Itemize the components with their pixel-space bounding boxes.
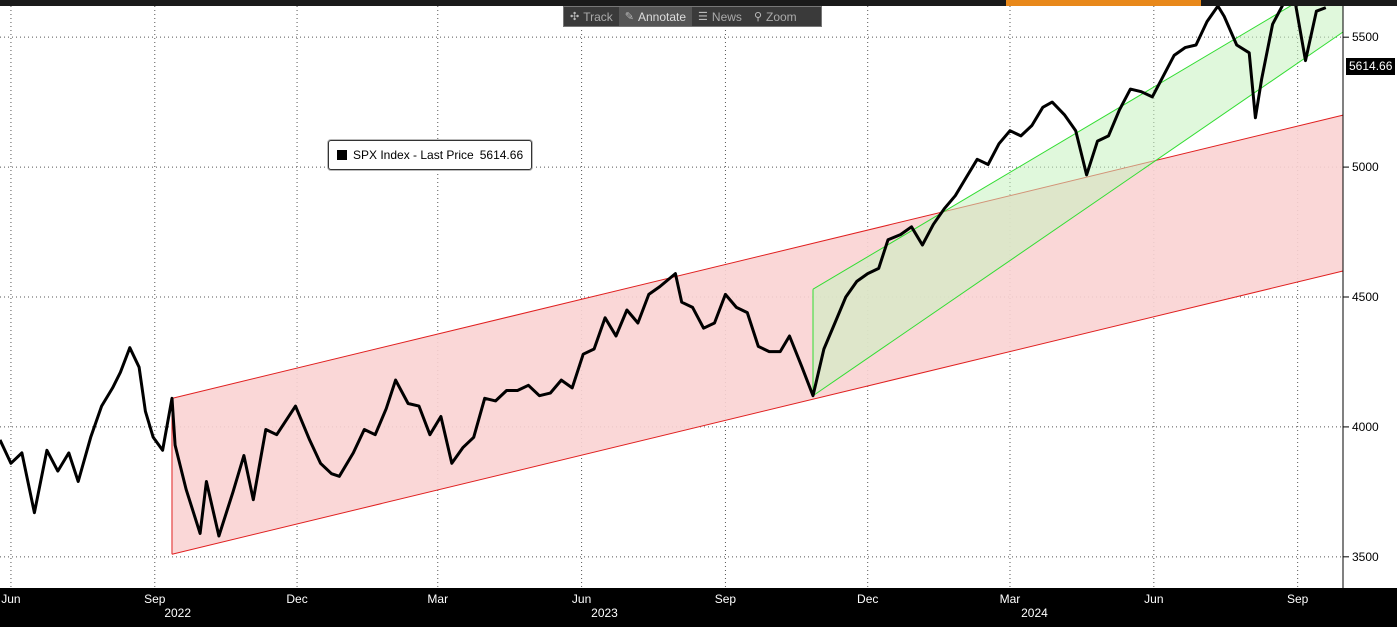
annotate-label: Annotate (638, 9, 687, 24)
chart-legend[interactable]: SPX Index - Last Price 5614.66 (328, 140, 533, 170)
zoom-label: Zoom (766, 9, 797, 24)
y-tick-label: 3500 (1352, 550, 1379, 564)
x-tick-label: Mar (427, 592, 448, 606)
spx-price-line (0, 0, 1326, 536)
chart-tool-menu: ✣ Track ✎ Annotate ☰ News ⚲ Zoom (563, 6, 822, 27)
x-tick-label: Mar (1000, 592, 1021, 606)
x-tick-label: Sep (144, 592, 166, 606)
news-label: News (711, 9, 742, 24)
x-tick-label: Jun (572, 592, 591, 606)
x-tick-label: Jun (1144, 592, 1163, 606)
x-tick-label: Dec (857, 592, 878, 606)
x-year-label: 2023 (591, 606, 618, 620)
y-tick-label: 5500 (1352, 30, 1379, 44)
x-tick-label: Sep (1287, 592, 1309, 606)
legend-value: 5614.66 (479, 148, 524, 162)
green-channel-lower-line (812, 31, 1344, 397)
x-year-label: 2022 (164, 606, 191, 620)
track-label: Track (583, 9, 613, 24)
top-toolbar (0, 0, 1397, 6)
x-tick-label: Sep (715, 592, 737, 606)
news-icon: ☰ (698, 11, 708, 23)
security-search-input[interactable] (1006, 0, 1201, 6)
annotate-button[interactable]: ✎ Annotate (618, 7, 693, 26)
x-year-label: 2024 (1021, 606, 1048, 620)
legend-label: SPX Index - Last Price (353, 148, 474, 162)
crosshair-icon: ✣ (570, 11, 580, 23)
x-tick-label: Jun (1, 592, 20, 606)
x-axis-panel (0, 588, 1397, 627)
green-channel-fill (812, 0, 1343, 396)
red-channel-lower-line (171, 270, 1344, 555)
green-channel-upper-line (812, 0, 1302, 290)
y-tick-label: 4000 (1352, 420, 1379, 434)
zoom-button[interactable]: ⚲ Zoom (748, 7, 803, 26)
y-axis-panel (1343, 6, 1397, 588)
x-tick-label: Dec (286, 592, 307, 606)
last-price-tag: 5614.66 (1346, 58, 1396, 75)
legend-swatch (337, 150, 347, 160)
y-tick-label: 4500 (1352, 290, 1379, 304)
y-tick-label: 5000 (1352, 160, 1379, 174)
track-button[interactable]: ✣ Track (564, 7, 619, 26)
pencil-icon: ✎ (624, 11, 634, 23)
magnifier-icon: ⚲ (753, 11, 762, 23)
news-button[interactable]: ☰ News (692, 7, 748, 26)
